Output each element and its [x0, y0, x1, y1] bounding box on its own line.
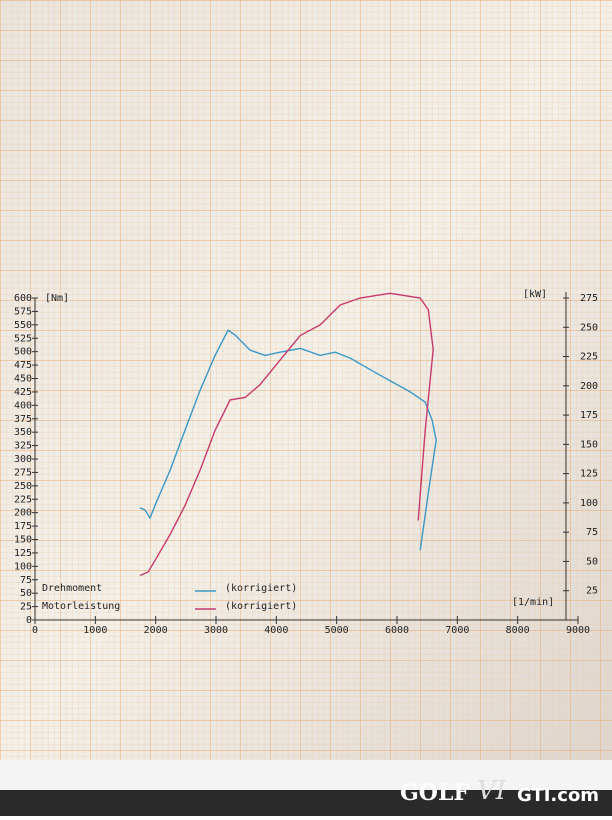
y-tick-label: 450: [14, 374, 32, 385]
x-tick-label: 1000: [83, 625, 107, 636]
y-tick-label: 125: [14, 548, 32, 559]
y-tick-label: 200: [14, 508, 32, 519]
y2-tick-label: 25: [586, 586, 598, 597]
y2-tick-label: 250: [580, 322, 598, 333]
y-tick-label: 50: [20, 588, 32, 599]
y-tick-label: 350: [14, 427, 32, 438]
y-tick-label: 600: [14, 293, 32, 304]
y2-tick-label: 75: [586, 527, 598, 538]
y2-tick-label: 225: [580, 352, 598, 363]
y-tick-label: 325: [14, 441, 32, 452]
y-tick-label: 250: [14, 481, 32, 492]
y-tick-label: 225: [14, 494, 32, 505]
x-tick-label: 4000: [264, 625, 288, 636]
y2-tick-label: 125: [580, 469, 598, 480]
legend-label: Drehmoment: [42, 583, 102, 594]
y-tick-label: 575: [14, 306, 32, 317]
y-tick-label: 25: [20, 602, 32, 613]
x-unit: [1/min]: [512, 597, 554, 608]
y-tick-label: 550: [14, 320, 32, 331]
y-tick-label: 525: [14, 333, 32, 344]
graph-grid: [0, 0, 612, 760]
x-tick-label: 3000: [204, 625, 228, 636]
y-tick-label: 500: [14, 347, 32, 358]
y2-unit: [kW]: [523, 289, 547, 300]
y-tick-label: 400: [14, 400, 32, 411]
y-tick-label: 375: [14, 414, 32, 425]
series-line: [139, 329, 437, 551]
y2-tick-label: 50: [586, 556, 598, 567]
x-tick-label: 5000: [325, 625, 349, 636]
y-tick-label: 425: [14, 387, 32, 398]
y-tick-label: 100: [14, 561, 32, 572]
x-tick-label: 2000: [144, 625, 168, 636]
x-tick-label: 7000: [445, 625, 469, 636]
y2-tick-label: 200: [580, 381, 598, 392]
y-tick-label: 175: [14, 521, 32, 532]
x-tick-label: 0: [32, 625, 38, 636]
series-line: [139, 292, 434, 577]
y2-tick-label: 100: [580, 498, 598, 509]
y2-tick-label: 175: [580, 410, 598, 421]
y-unit: [Nm]: [45, 293, 69, 304]
watermark-model: VI: [477, 776, 507, 806]
y-tick-label: 0: [26, 615, 32, 626]
y-tick-label: 75: [20, 575, 32, 586]
y-tick-label: 475: [14, 360, 32, 371]
y-tick-label: 150: [14, 535, 32, 546]
y-tick-label: 275: [14, 467, 32, 478]
legend-note: (korrigiert): [225, 601, 297, 612]
legend-note: (korrigiert): [225, 583, 297, 594]
paper-edge: [0, 760, 612, 790]
y2-tick-label: 275: [580, 293, 598, 304]
watermark-site: GTI.com: [517, 785, 599, 806]
watermark-brand: GOLF: [400, 780, 469, 806]
x-tick-label: 6000: [385, 625, 409, 636]
table-edge: [0, 790, 612, 816]
y2-tick-label: 150: [580, 439, 598, 450]
y-tick-label: 300: [14, 454, 32, 465]
x-tick-label: 9000: [566, 625, 590, 636]
x-tick-label: 8000: [506, 625, 530, 636]
legend-label: Motorleistung: [42, 601, 120, 612]
